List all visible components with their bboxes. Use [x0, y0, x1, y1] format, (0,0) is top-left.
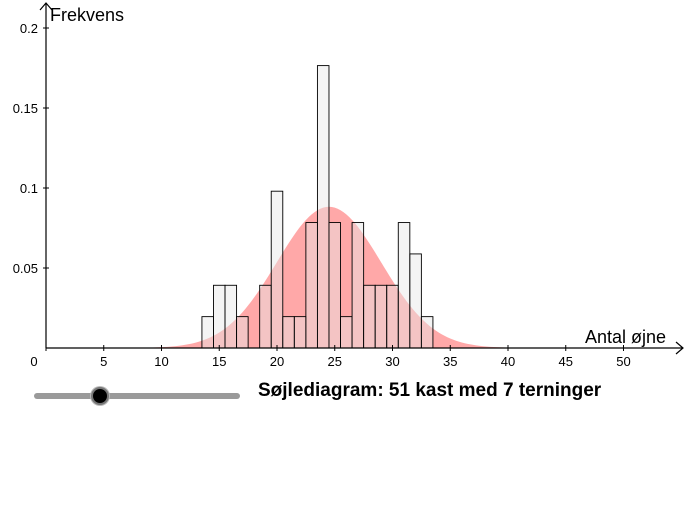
bar-21	[282, 316, 295, 349]
bar-27	[351, 222, 365, 349]
bar-29	[374, 284, 388, 349]
y-tick-label-3: 0.2	[20, 21, 38, 36]
x-tick-label-50: 50	[616, 354, 630, 369]
slider-knob[interactable]	[90, 387, 109, 405]
bar-20	[270, 190, 284, 349]
x-tick-label-0: 0	[30, 354, 37, 369]
bar-23	[305, 222, 318, 349]
x-tick-label-45: 45	[559, 354, 573, 369]
x-tick-label-20: 20	[270, 354, 284, 369]
bar-22	[293, 316, 307, 349]
x-tick-label-40: 40	[501, 354, 515, 369]
bar-14	[201, 316, 214, 349]
bar-19	[259, 284, 272, 349]
y-tick-label-2: 0.15	[13, 101, 38, 116]
bar-26	[340, 316, 353, 349]
slider-track[interactable]	[34, 393, 240, 399]
bar-31	[397, 222, 411, 349]
x-tick-label-25: 25	[328, 354, 342, 369]
x-tick-label-15: 15	[212, 354, 226, 369]
ticks: 0 5 10 15 20 25 30 35 40 45 50 0.05 0.1 0.15 0.2	[13, 21, 631, 369]
bar-24	[316, 65, 330, 349]
x-axis-title: Antal øjne	[585, 327, 666, 347]
bar-15	[213, 284, 226, 349]
x-axis-arrow	[675, 341, 684, 355]
bar-16	[224, 284, 238, 349]
x-tick-label-10: 10	[154, 354, 168, 369]
y-axis-arrow	[39, 2, 53, 11]
y-tick-label-1: 0.1	[20, 181, 38, 196]
chart-caption: Søjlediagram: 51 kast med 7 terninger	[258, 380, 602, 401]
y-tick-label-0: 0.05	[13, 261, 38, 276]
x-tick-label-35: 35	[443, 354, 457, 369]
histogram-chart: 0 5 10 15 20 25 30 35 40 45 50 0.05 0.1 0.15 0.2 Frekv…	[13, 2, 684, 369]
kast-slider[interactable]	[32, 386, 242, 406]
bar-17	[236, 316, 249, 349]
x-tick-label-5: 5	[100, 354, 107, 369]
bar-25	[328, 222, 341, 349]
bar-32	[409, 253, 422, 349]
bar-30	[386, 284, 399, 349]
y-axis-title: Frekvens	[50, 5, 124, 25]
x-tick-label-30: 30	[385, 354, 399, 369]
bar-33	[420, 316, 434, 349]
bars-layer	[201, 65, 434, 349]
axes	[39, 2, 684, 355]
bar-28	[363, 284, 376, 349]
